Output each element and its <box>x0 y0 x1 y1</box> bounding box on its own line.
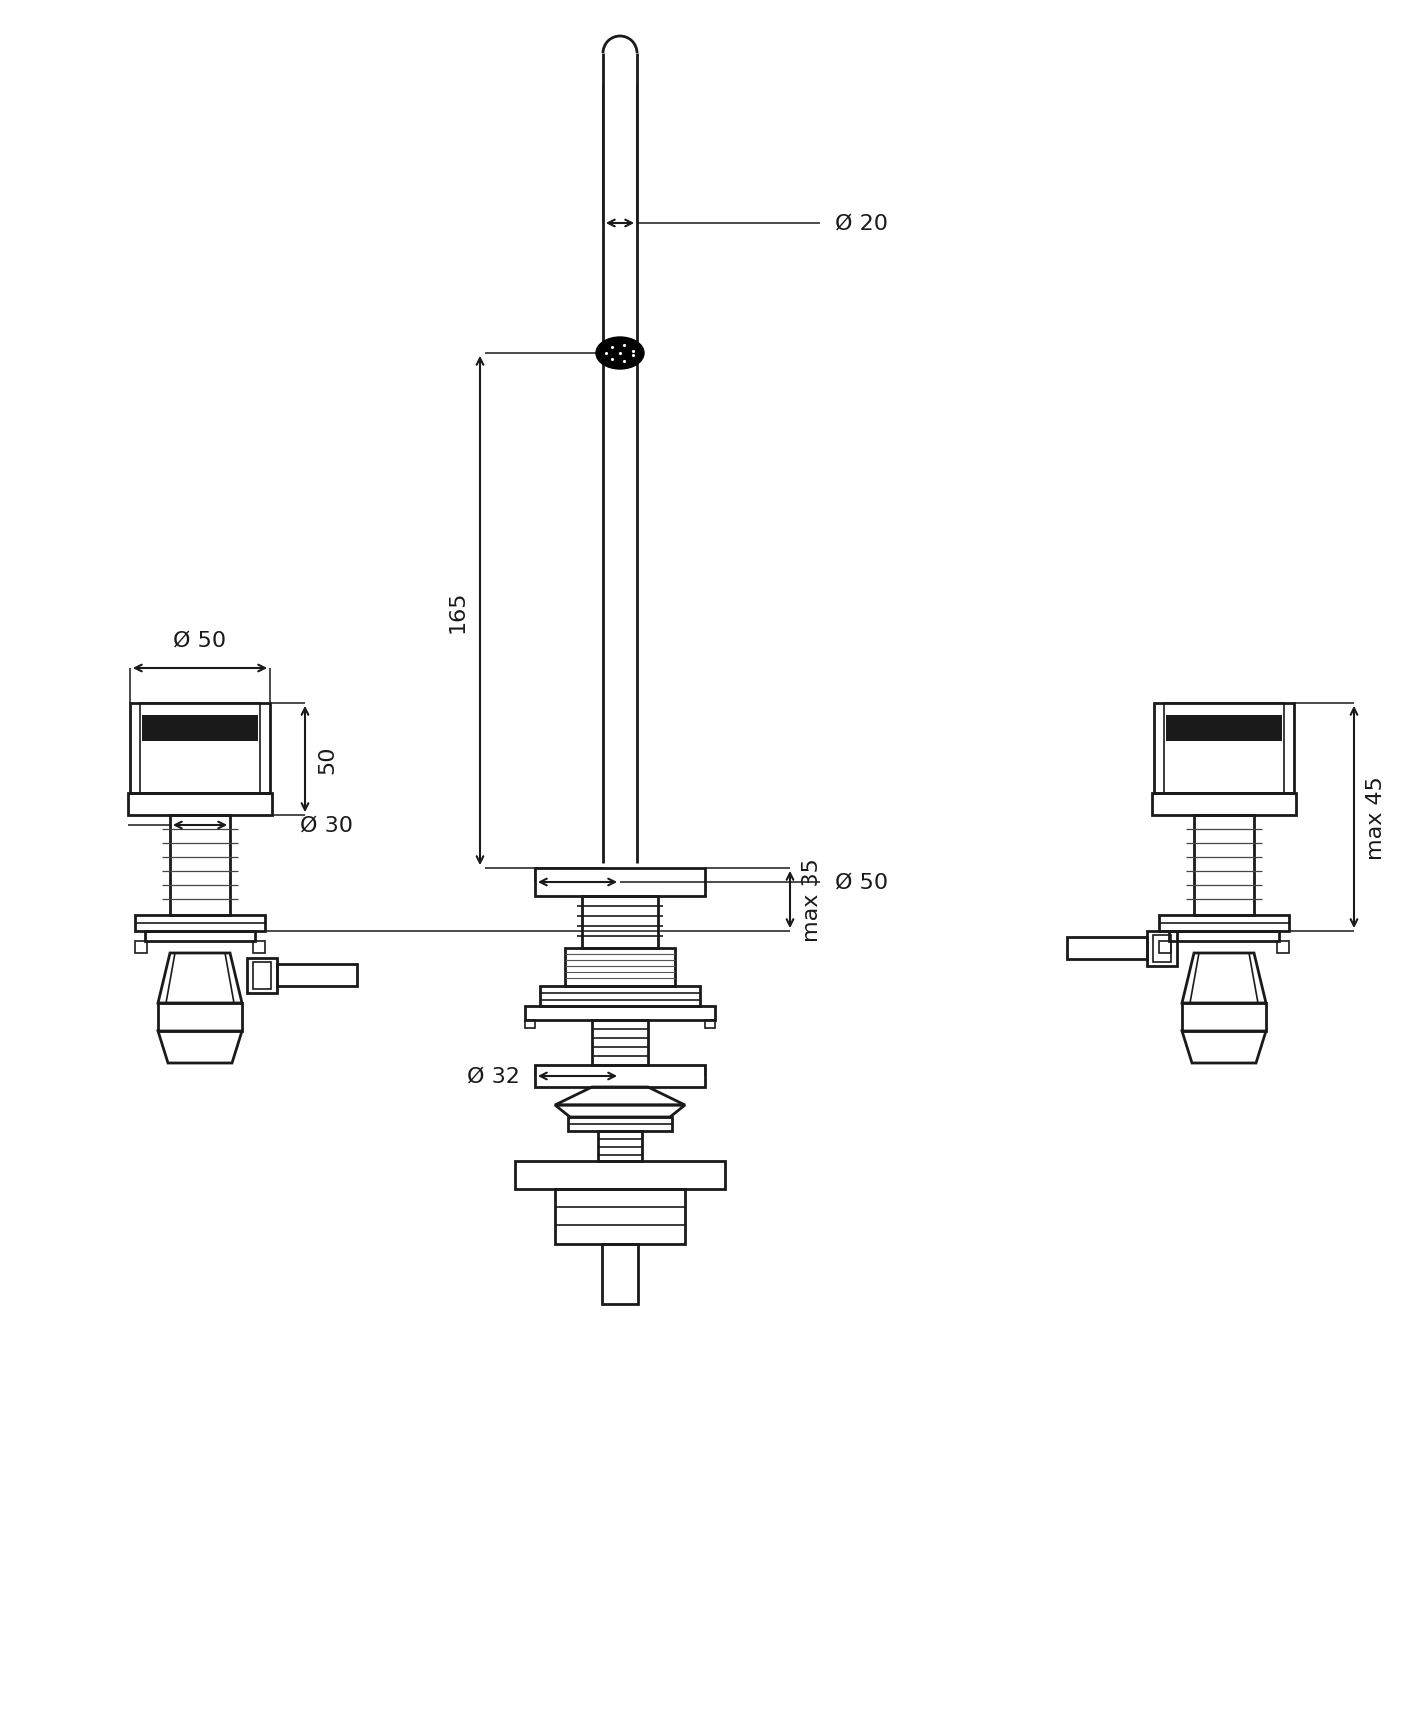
Text: Ø 50: Ø 50 <box>834 872 889 893</box>
Bar <box>1153 936 1171 961</box>
Bar <box>135 915 265 932</box>
Bar <box>568 1117 672 1132</box>
Text: Ø 50: Ø 50 <box>174 631 226 651</box>
Bar <box>535 868 705 896</box>
Bar <box>1193 815 1255 915</box>
Bar <box>565 948 675 987</box>
Bar <box>135 941 147 953</box>
Bar <box>1166 715 1282 741</box>
Bar <box>1159 941 1171 953</box>
Bar <box>535 1065 705 1087</box>
Bar <box>515 1161 725 1189</box>
Bar <box>555 1189 685 1244</box>
Bar <box>1182 1003 1266 1032</box>
Bar <box>705 1020 715 1029</box>
Bar <box>525 1020 535 1029</box>
Text: Ø 30: Ø 30 <box>300 815 353 836</box>
Bar <box>253 941 265 953</box>
Bar <box>1169 932 1279 941</box>
Bar <box>278 965 357 987</box>
Text: Ø 32: Ø 32 <box>467 1067 520 1087</box>
Bar <box>145 932 255 941</box>
Bar <box>598 1132 642 1161</box>
Bar <box>169 815 231 915</box>
Bar <box>582 896 658 948</box>
Bar <box>1146 930 1178 967</box>
Text: 50: 50 <box>318 746 337 774</box>
Bar <box>142 715 258 741</box>
Bar <box>1153 703 1294 794</box>
Bar <box>130 703 271 794</box>
Bar <box>1152 794 1296 815</box>
Bar <box>246 958 278 992</box>
Bar <box>158 1003 242 1032</box>
Text: max 35: max 35 <box>802 858 822 942</box>
Ellipse shape <box>597 338 644 370</box>
Text: max 45: max 45 <box>1366 775 1386 860</box>
Bar <box>1159 915 1289 932</box>
Bar <box>128 794 272 815</box>
Bar <box>1067 937 1146 960</box>
Bar <box>253 961 271 989</box>
Bar <box>525 1006 715 1020</box>
Bar <box>592 1020 648 1065</box>
Bar <box>540 987 701 1006</box>
Bar <box>1163 703 1284 794</box>
Bar <box>140 703 261 794</box>
Text: 165: 165 <box>449 589 468 632</box>
Text: Ø 20: Ø 20 <box>834 214 889 234</box>
Bar <box>602 1244 638 1304</box>
Bar <box>1277 941 1289 953</box>
